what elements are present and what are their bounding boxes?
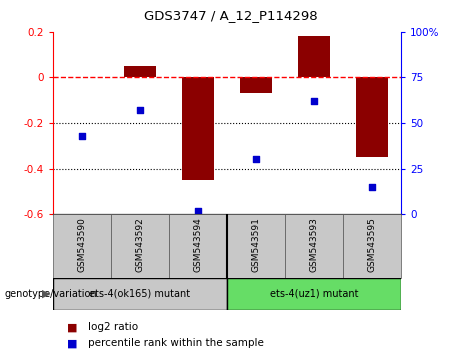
Point [136,107,144,113]
Text: ■: ■ [67,322,77,332]
Bar [227,214,285,278]
Text: ets-4(ok165) mutant: ets-4(ok165) mutant [89,289,190,299]
Text: percentile rank within the sample: percentile rank within the sample [88,338,264,348]
Text: ▶: ▶ [42,289,51,299]
Bar [298,36,330,78]
Bar [240,78,272,93]
Text: ets-4(uz1) mutant: ets-4(uz1) mutant [270,289,358,299]
Bar [169,214,227,278]
Bar [124,66,156,78]
Text: GSM543593: GSM543593 [309,217,319,272]
Point [252,156,260,162]
Bar [111,214,169,278]
Point [368,184,376,190]
Bar [53,214,111,278]
Bar [356,78,388,157]
Bar [343,214,401,278]
Text: ■: ■ [67,338,77,348]
Bar [227,278,401,310]
Text: GSM543590: GSM543590 [77,217,87,272]
Text: GDS3747 / A_12_P114298: GDS3747 / A_12_P114298 [144,9,317,22]
Bar [182,78,214,180]
Text: GSM543591: GSM543591 [252,217,260,272]
Bar [285,214,343,278]
Text: genotype/variation: genotype/variation [5,289,97,299]
Point [195,208,202,213]
Text: GSM543595: GSM543595 [367,217,377,272]
Text: log2 ratio: log2 ratio [88,322,138,332]
Point [310,98,318,104]
Text: GSM543594: GSM543594 [194,217,202,272]
Bar [53,278,227,310]
Text: GSM543592: GSM543592 [136,217,145,272]
Point [78,133,86,139]
